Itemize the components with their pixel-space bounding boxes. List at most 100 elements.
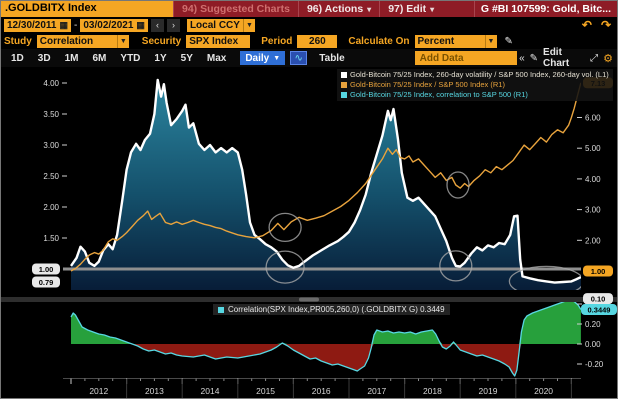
left-axis-label: 2.50 (43, 172, 59, 181)
security-input[interactable]: SPX Index (186, 34, 251, 48)
price-ratio-line (70, 82, 581, 272)
menu-actions[interactable]: 96) Actions ▾ (297, 1, 379, 17)
annotation-ellipse[interactable] (439, 250, 473, 282)
correlation-panel (70, 302, 581, 377)
annotation-ellipse[interactable] (265, 250, 305, 284)
security-label: Security (141, 35, 182, 47)
annotation-ellipse[interactable] (446, 171, 470, 199)
study-label: Study (4, 35, 32, 47)
date-from-field[interactable]: 12/30/2011 ▦ (4, 18, 72, 32)
legend-label: Gold-Bitcoin 75/25 Index / S&P 500 Index… (350, 80, 505, 89)
edit-chart-button[interactable]: Edit Chart (543, 47, 570, 69)
study-dropdown-caret-icon[interactable]: ▼ (116, 34, 129, 48)
calendar-icon[interactable]: ▦ (136, 19, 145, 30)
undo-icon[interactable]: ↶ (581, 18, 592, 32)
study-select[interactable]: Correlation (36, 34, 117, 48)
next-period-button[interactable]: › (166, 18, 180, 32)
calculate-on-select[interactable]: Percent (414, 34, 485, 48)
range-ytd-button[interactable]: YTD (120, 52, 141, 64)
chart-type-icon[interactable]: ∿ (290, 51, 308, 65)
calc-dropdown-caret-icon[interactable]: ▼ (484, 34, 497, 48)
volatility-area-fill (71, 79, 581, 290)
correlation-line (70, 302, 581, 377)
x-tick-label: 2018 (423, 386, 442, 396)
left-axis-label: 2.00 (43, 203, 59, 212)
chart-tools: « ✎ Edit Chart ⤢ ⚙ (519, 47, 613, 69)
range-6m-button[interactable]: 6M (92, 52, 107, 64)
x-tick-label: 2015 (256, 386, 275, 396)
calendar-icon[interactable]: ▦ (59, 19, 69, 30)
gear-icon[interactable]: ⚙ (603, 52, 614, 65)
add-data-input[interactable]: Add Data (414, 51, 518, 65)
svg-text:1.00: 1.00 (39, 265, 54, 274)
calculate-on-label: Calculate On (348, 35, 410, 47)
study-row: Study Correlation ▼ Security SPX Index P… (1, 33, 617, 49)
svg-text:0.3449: 0.3449 (588, 306, 611, 315)
volatility-ratio-line (70, 78, 581, 284)
left-axis-label: 4.00 (43, 79, 59, 88)
right-axis-label: 2.00 (585, 236, 601, 245)
range-1m-button[interactable]: 1M (64, 52, 79, 64)
redo-icon[interactable]: ↷ (600, 18, 611, 32)
ticker-input[interactable]: .GOLDBITX Index (1, 1, 173, 17)
legend-label: Gold-Bitcoin 75/25 Index, 260-day volati… (350, 70, 609, 79)
x-tick-label: 2016 (312, 386, 331, 396)
edit-pencil-icon[interactable]: ✎ (529, 52, 539, 64)
x-tick-label: 2020 (534, 386, 553, 396)
menu-edit-label: 97) Edit (388, 3, 427, 15)
svg-text:0.10: 0.10 (591, 295, 606, 304)
right-axis-label: 6.00 (585, 114, 601, 123)
x-tick-label: 2013 (145, 386, 164, 396)
currency-dropdown-caret-icon[interactable]: ▼ (242, 18, 255, 32)
period-input[interactable]: 260 (297, 34, 338, 48)
annotation-ellipse[interactable] (268, 212, 302, 243)
range-row: 1D 3D 1M 6M YTD 1Y 5Y Max Daily ▼ ∿ Table… (1, 47, 617, 69)
currency-select[interactable]: Local CCY (186, 18, 243, 32)
date-from-value: 12/30/2011 (7, 19, 57, 31)
left-axis-label: 3.50 (43, 110, 59, 119)
range-1y-button[interactable]: 1Y (154, 52, 167, 64)
main-panel (63, 78, 583, 296)
menu-actions-label: 96) Actions (306, 3, 364, 15)
menu-edit[interactable]: 97) Edit ▾ (379, 1, 442, 17)
x-tick-label: 2014 (201, 386, 220, 396)
lower-axis-label: 0.20 (585, 320, 601, 329)
annotate-pencil-icon[interactable]: ✎ (504, 35, 513, 47)
expand-icon[interactable]: ⤢ (590, 52, 599, 64)
chevron-down-icon: ▾ (430, 4, 435, 14)
frequency-select[interactable]: Daily ▼ (240, 51, 286, 65)
range-3d-button[interactable]: 3D (37, 52, 51, 64)
legend-item-ratio: Gold-Bitcoin 75/25 Index / S&P 500 Index… (341, 80, 609, 90)
white-series-swatch-icon (341, 72, 347, 78)
date-to-value: 03/02/2021 (83, 19, 134, 31)
correlation-legend: Correlation(SPX Index,PR005,260,0) (.GOL… (213, 304, 450, 315)
date-separator: - (74, 19, 78, 31)
annotation-ellipse[interactable] (508, 265, 583, 296)
legend-item-volatility: Gold-Bitcoin 75/25 Index, 260-day volati… (341, 70, 609, 80)
legend-label: Gold-Bitcoin 75/25 Index, correlation to… (350, 90, 528, 99)
range-1d-button[interactable]: 1D (11, 52, 24, 64)
chart-doc-title: G #BI 107599: Gold, Bitc... (473, 1, 617, 17)
range-5y-button[interactable]: 5Y (180, 52, 193, 64)
right-axis-label: 3.00 (585, 206, 601, 215)
chart-canvas[interactable]: 2012 2013 2014 2015 2016 2017 2018 2019 2020 4.00… (1, 67, 617, 398)
last-value-badge-correlation: 0.3449 (581, 304, 617, 315)
chevron-down-icon: ▼ (273, 54, 281, 62)
chevron-down-icon: ▾ (367, 4, 372, 14)
lower-axis-label: -0.20 (585, 360, 604, 369)
correlation-legend-label: Correlation(SPX Index,PR005,260,0) (.GOL… (228, 305, 445, 314)
date-to-field[interactable]: 03/02/2021 ▦ (80, 18, 148, 32)
left-axis-label: 1.50 (43, 234, 59, 243)
axis-min-badge: 0.10 (583, 293, 613, 305)
period-label: Period (261, 35, 293, 47)
table-button[interactable]: Table (319, 52, 345, 64)
divider-grip[interactable] (299, 297, 319, 302)
legend-item-correlation: Gold-Bitcoin 75/25 Index, correlation to… (341, 90, 609, 100)
collapse-panel-icon[interactable]: « (519, 52, 525, 64)
menu-suggested-charts[interactable]: 94) Suggested Charts (173, 1, 298, 17)
reference-badge-right: 1.00 (583, 265, 613, 277)
prev-period-button[interactable]: ‹ (150, 18, 164, 32)
range-max-button[interactable]: Max (206, 52, 227, 64)
